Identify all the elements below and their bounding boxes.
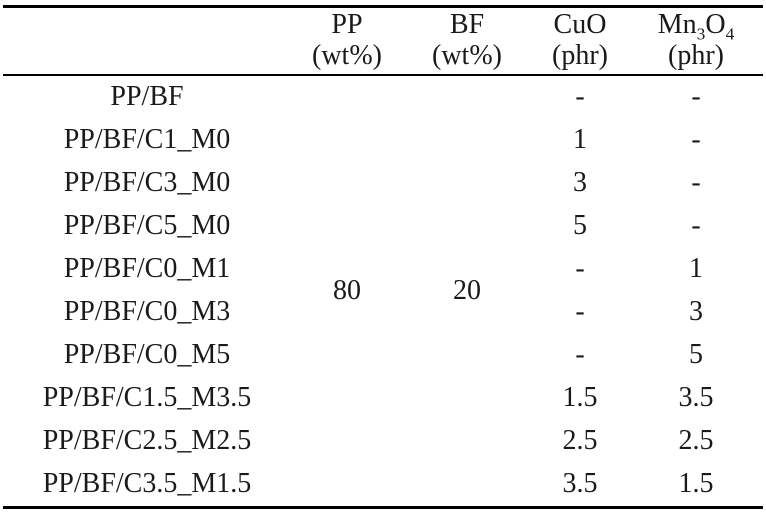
mn3o4-value: 1 [689, 253, 703, 285]
header-mn3o4-formula: Mn3O4 [629, 9, 763, 44]
bf-merged-value: 20 [453, 274, 481, 306]
mn3o4-value: - [691, 167, 701, 199]
table-row: PP/BF 80 20 - - [3, 75, 763, 305]
table-row: PP/BF/C1.5_M3.5 1.5 3.5 [3, 377, 763, 420]
mn-symbol: Mn [657, 9, 697, 41]
header-bf-name: BF [449, 9, 485, 41]
sample-name: PP/BF/C1.5_M3.5 [42, 382, 252, 414]
mn3o4-value: 3 [689, 296, 703, 328]
cuo-value: 3.5 [562, 468, 598, 500]
sample-name: PP/BF [110, 81, 184, 113]
header-pp-unit: (wt%) [312, 40, 382, 71]
mn3o4-value: 3.5 [678, 382, 714, 414]
sample-name: PP/BF/C0_M3 [63, 296, 231, 328]
header-cuo: CuO (phr) [531, 7, 629, 76]
mn3o4-value: 1.5 [678, 468, 714, 500]
mn3o4-value: 2.5 [678, 425, 714, 457]
sample-name: PP/BF/C3_M0 [63, 167, 231, 199]
table-row: PP/BF/C3_M0 3 - [3, 162, 763, 205]
header-cuo-name: CuO [553, 9, 607, 41]
mn-subscript-3: 3 [696, 24, 706, 44]
pp-merged-value: 80 [333, 274, 361, 306]
cuo-value: - [575, 339, 585, 371]
mn3o4-value: - [691, 124, 701, 156]
table-row: PP/BF/C3.5_M1.5 3.5 1.5 [3, 463, 763, 508]
o-subscript-4: 4 [725, 24, 735, 44]
table-row: PP/BF/C0_M1 - 1 [3, 248, 763, 291]
table-row: PP/BF/C2.5_M2.5 2.5 2.5 [3, 420, 763, 463]
header-cuo-unit: (phr) [552, 40, 608, 71]
sample-name: PP/BF/C0_M1 [63, 253, 231, 285]
cuo-value: 1.5 [562, 382, 598, 414]
header-pp: PP (wt%) [291, 7, 403, 76]
cuo-value: - [575, 296, 585, 328]
sample-name: PP/BF/C2.5_M2.5 [42, 425, 252, 457]
cuo-value: 1 [573, 124, 587, 156]
table-row: PP/BF/C1_M0 1 - [3, 119, 763, 162]
cuo-value: 3 [573, 167, 587, 199]
sample-name: PP/BF/C0_M5 [63, 339, 231, 371]
cuo-value: 5 [573, 210, 587, 242]
header-bf: BF (wt%) [403, 7, 531, 76]
o-symbol: O [705, 9, 726, 41]
header-bf-unit: (wt%) [432, 40, 502, 71]
cuo-value: 2.5 [562, 425, 598, 457]
header-mn3o4-unit: (phr) [668, 40, 724, 71]
cuo-value: - [575, 253, 585, 285]
mn3o4-value: 5 [689, 339, 703, 371]
header-row: PP (wt%) BF (wt%) CuO (phr) Mn3O4 (phr) [3, 7, 763, 76]
header-sample [3, 7, 291, 76]
table-body: PP/BF 80 20 - - PP/BF/C1_M0 1 - PP/BF/C3… [3, 75, 763, 508]
mn3o4-value: - [691, 210, 701, 242]
sample-name: PP/BF/C5_M0 [63, 210, 231, 242]
sample-name: PP/BF/C3.5_M1.5 [42, 468, 252, 500]
cuo-value: - [575, 81, 585, 113]
table-row: PP/BF/C0_M5 - 5 [3, 334, 763, 377]
table-row: PP/BF/C0_M3 - 3 [3, 291, 763, 334]
table-row: PP/BF/C5_M0 5 - [3, 205, 763, 248]
composition-table: PP (wt%) BF (wt%) CuO (phr) Mn3O4 (phr) [3, 5, 763, 509]
header-mn3o4: Mn3O4 (phr) [629, 7, 763, 76]
header-pp-name: PP [331, 9, 363, 41]
sample-name: PP/BF/C1_M0 [63, 124, 231, 156]
table-header: PP (wt%) BF (wt%) CuO (phr) Mn3O4 (phr) [3, 7, 763, 76]
mn3o4-value: - [691, 81, 701, 113]
